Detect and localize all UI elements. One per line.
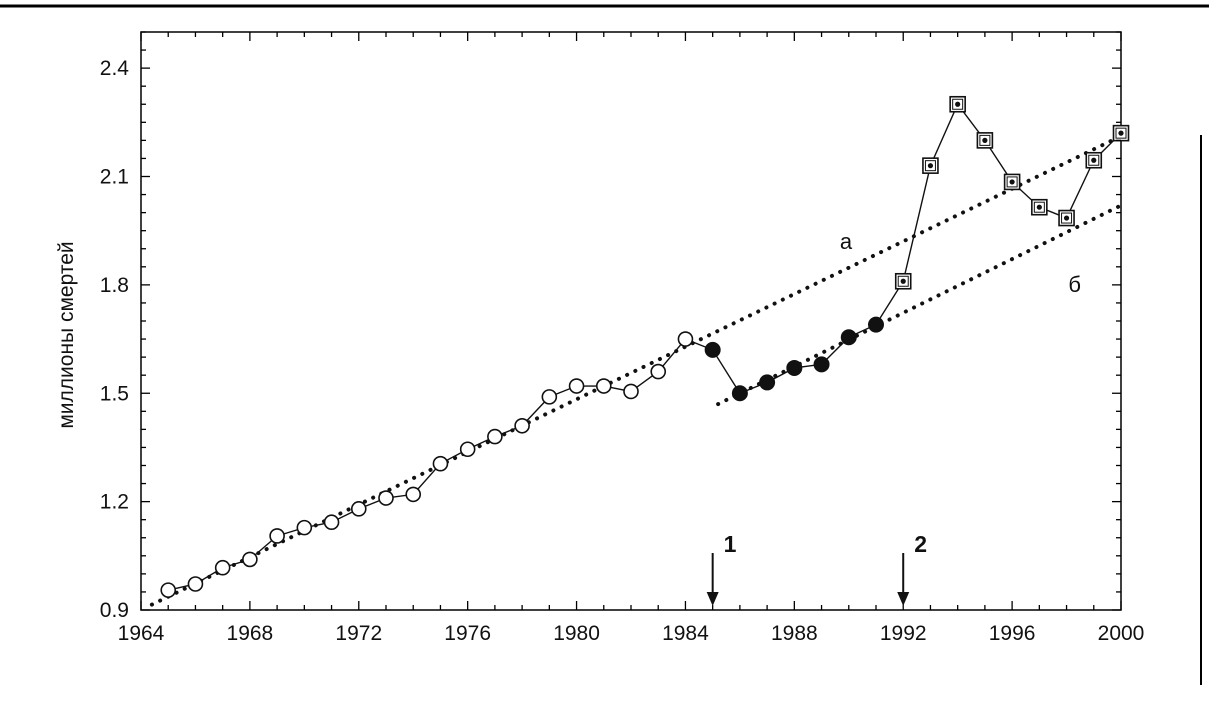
x-tick-label: 2000 bbox=[1098, 622, 1145, 645]
data-point bbox=[160, 582, 177, 598]
data-point bbox=[432, 455, 449, 472]
data-point bbox=[786, 359, 803, 376]
data-point bbox=[459, 441, 476, 458]
data-point bbox=[214, 559, 231, 576]
data-point bbox=[568, 378, 585, 394]
data-point bbox=[269, 528, 285, 544]
data-point bbox=[759, 374, 776, 391]
data-point bbox=[623, 383, 639, 400]
y-tick-label: 1.5 bbox=[100, 382, 129, 405]
event-marker-label: 2 bbox=[914, 531, 927, 557]
y-axis-title: миллионы смертей bbox=[55, 241, 78, 428]
data-point bbox=[868, 316, 884, 333]
data-point bbox=[1058, 209, 1075, 227]
data-point bbox=[1003, 173, 1021, 191]
data-point bbox=[296, 519, 313, 536]
data-point bbox=[922, 157, 939, 174]
trend-line-label: б bbox=[1068, 272, 1081, 297]
x-axis: 1964 1968 1972 1976 1980 1984 1988 1992 1996 2000 bbox=[118, 32, 1145, 645]
data-point bbox=[731, 385, 748, 402]
data-point bbox=[187, 576, 204, 592]
y-tick-label: 1.8 bbox=[100, 274, 129, 297]
y-axis: 0.9 1.2 1.5 1.8 2.1 2.4 bbox=[100, 31, 1121, 622]
data-point bbox=[405, 486, 422, 503]
data-point bbox=[894, 272, 912, 290]
data-point bbox=[840, 329, 857, 346]
data-point bbox=[677, 331, 694, 347]
data-point bbox=[541, 389, 558, 405]
data-series bbox=[160, 95, 1130, 598]
event-arrow-head bbox=[897, 592, 910, 606]
data-point bbox=[242, 551, 258, 568]
y-tick-label: 0.9 bbox=[100, 599, 129, 622]
x-tick-label: 1964 bbox=[118, 622, 165, 645]
data-point bbox=[378, 490, 394, 506]
y-tick-label: 2.1 bbox=[100, 166, 129, 189]
x-tick-label: 1992 bbox=[880, 622, 927, 645]
event-arrow-head bbox=[706, 592, 719, 606]
x-tick-label: 1972 bbox=[335, 622, 382, 645]
x-tick-label: 1980 bbox=[553, 622, 600, 645]
x-tick-label: 1996 bbox=[989, 622, 1036, 645]
data-point bbox=[650, 363, 667, 380]
series-connecting-line bbox=[168, 102, 1122, 591]
x-tick-label: 1984 bbox=[662, 622, 709, 645]
y-tick-label: 2.4 bbox=[100, 57, 130, 80]
trend-line bbox=[716, 203, 1123, 407]
data-point bbox=[514, 417, 530, 434]
plot-frame bbox=[140, 31, 1122, 611]
x-tick-label: 1988 bbox=[771, 622, 818, 645]
data-point bbox=[487, 428, 503, 445]
data-point bbox=[323, 514, 340, 531]
x-tick-label: 1968 bbox=[227, 622, 274, 645]
data-point bbox=[976, 132, 994, 149]
event-marker-label: 1 bbox=[724, 531, 737, 557]
annotations: аб bbox=[840, 229, 1081, 297]
y-tick-label: 1.2 bbox=[100, 491, 129, 514]
data-point bbox=[1085, 151, 1103, 169]
trend-line-label: а bbox=[840, 229, 853, 254]
data-point bbox=[1112, 124, 1130, 142]
data-point bbox=[1031, 198, 1048, 216]
data-point bbox=[350, 501, 367, 517]
data-point bbox=[704, 341, 721, 358]
data-point bbox=[813, 356, 830, 373]
data-point bbox=[595, 378, 612, 394]
data-point bbox=[949, 95, 966, 113]
x-tick-label: 1976 bbox=[444, 622, 491, 645]
